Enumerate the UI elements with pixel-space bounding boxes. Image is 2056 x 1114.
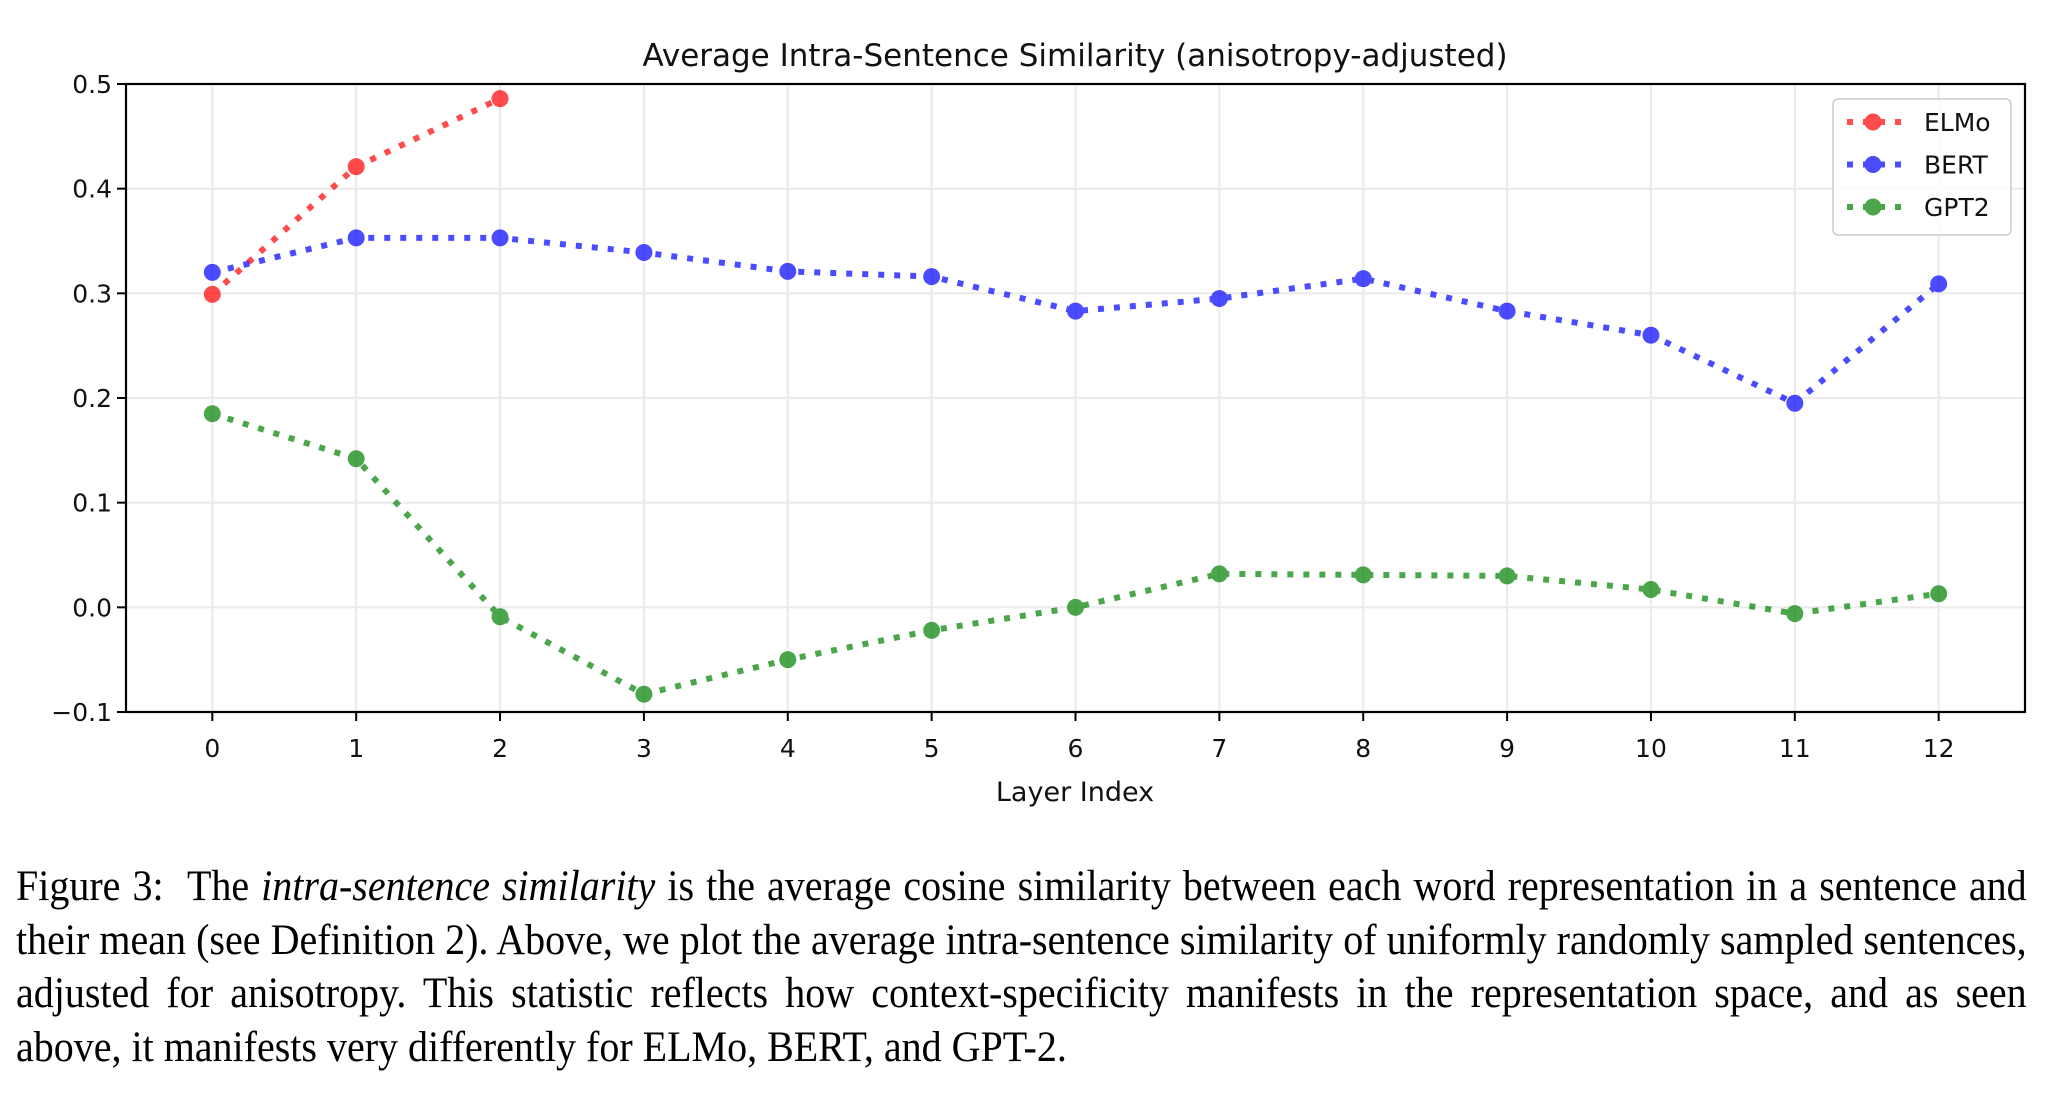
data-point xyxy=(1210,565,1228,583)
legend: ELMo BERT GPT2 xyxy=(1832,98,2012,236)
y-tick-label: 0.3 xyxy=(72,279,112,308)
series-gpt2 xyxy=(203,405,1948,703)
legend-item-bert: BERT xyxy=(1847,151,1988,180)
y-tick-label: 0.2 xyxy=(72,384,112,413)
legend-swatch xyxy=(1847,156,1902,173)
x-tick-label: 0 xyxy=(204,734,220,763)
x-tick-label: 3 xyxy=(636,734,652,763)
data-point xyxy=(1210,290,1228,308)
legend-label: GPT2 xyxy=(1924,193,1990,222)
x-tick-label: 11 xyxy=(1779,734,1811,763)
data-point xyxy=(347,450,365,468)
series-elmo xyxy=(203,90,509,303)
data-point xyxy=(779,651,797,669)
y-tick-label: 0.5 xyxy=(72,70,112,99)
data-point xyxy=(1354,270,1372,288)
legend-swatch xyxy=(1847,113,1902,131)
y-tick-label: 0.4 xyxy=(72,175,112,204)
data-point xyxy=(1067,302,1084,320)
legend-label: ELMo xyxy=(1924,108,1991,137)
data-point xyxy=(923,268,941,286)
legend-label: BERT xyxy=(1924,151,1988,180)
data-point xyxy=(635,244,653,262)
data-point xyxy=(203,285,221,303)
x-tick-label: 12 xyxy=(1923,734,1955,763)
x-tick-label: 1 xyxy=(348,734,364,763)
data-point xyxy=(923,621,941,639)
data-point xyxy=(347,158,365,176)
x-tick-label: 8 xyxy=(1355,734,1371,763)
data-point xyxy=(491,229,509,247)
data-point xyxy=(203,405,221,423)
data-point xyxy=(203,263,221,281)
data-point xyxy=(1786,394,1804,412)
figure-caption: Figure 3: The intra-sentence similarity … xyxy=(16,860,2027,1074)
data-point xyxy=(491,608,509,626)
x-tick-label: 7 xyxy=(1211,734,1227,763)
data-point xyxy=(1930,585,1948,603)
x-tick-label: 2 xyxy=(492,734,508,763)
x-tick-label: 9 xyxy=(1499,734,1515,763)
grid xyxy=(126,82,2025,714)
x-tick-label: 5 xyxy=(924,734,940,763)
data-point xyxy=(1786,605,1804,623)
data-point xyxy=(491,90,509,108)
caption-pre: The xyxy=(186,863,250,910)
legend-item-elmo: ELMo xyxy=(1847,108,1991,137)
data-point xyxy=(1354,566,1372,584)
x-axis: 0 1 2 3 4 5 6 7 8 9 10 11 12 xyxy=(204,712,1955,763)
caption-body: is the average cosine similarity between… xyxy=(16,863,2027,1071)
y-tick-label: 0.1 xyxy=(72,489,112,518)
data-point xyxy=(1642,326,1660,344)
data-point xyxy=(635,685,653,703)
y-axis: −0.1 0.0 0.1 0.2 0.3 0.4 0.5 xyxy=(51,70,126,727)
x-tick-label: 6 xyxy=(1068,734,1084,763)
data-point xyxy=(1642,581,1660,599)
x-tick-label: 10 xyxy=(1635,734,1667,763)
data-point xyxy=(1498,302,1516,320)
series xyxy=(203,90,1948,703)
x-tick-label: 4 xyxy=(780,734,796,763)
legend-item-gpt2: GPT2 xyxy=(1847,193,1990,222)
data-point xyxy=(1498,567,1516,585)
chart-title: Average Intra-Sentence Similarity (aniso… xyxy=(642,38,1507,74)
caption-label: Figure 3: xyxy=(16,863,164,910)
data-point xyxy=(1067,598,1084,616)
intra-sentence-similarity-chart: 0 1 2 3 4 5 6 7 8 9 10 11 12 −0.10.00.10.20.30.40.5 … xyxy=(51,38,2027,808)
y-tick-label: −0.1 xyxy=(51,698,112,727)
y-tick-label: 0.0 xyxy=(72,593,112,622)
legend-swatch xyxy=(1847,198,1902,216)
caption-term: intra-sentence similarity xyxy=(261,863,656,910)
data-point xyxy=(347,229,365,247)
data-point xyxy=(1930,275,1948,293)
data-point xyxy=(779,262,797,280)
series-bert xyxy=(203,229,1948,412)
x-axis-label: Layer Index xyxy=(996,777,1154,808)
